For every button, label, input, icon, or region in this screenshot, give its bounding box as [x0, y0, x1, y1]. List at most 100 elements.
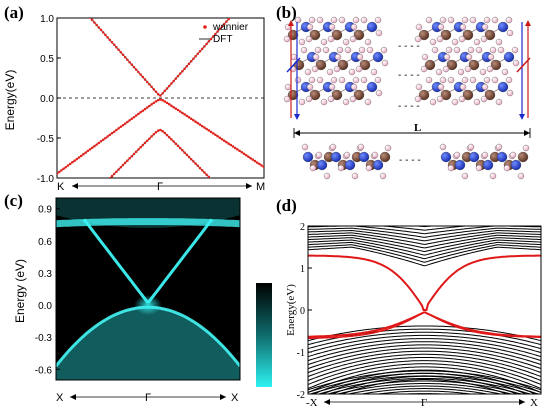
wannier-point	[117, 48, 120, 52]
wannier-point	[194, 55, 197, 58]
wannier-point	[200, 169, 204, 172]
hydrogen-atom	[453, 46, 461, 54]
bulk-conduction-band	[308, 219, 541, 223]
hydrogen-atom	[483, 16, 491, 24]
wannier-point	[132, 152, 136, 156]
bulk-valence-band	[308, 347, 541, 370]
bulk-valence-band	[346, 385, 503, 394]
wannier-point	[161, 99, 164, 102]
panel-d-ytick-label: 1	[300, 264, 305, 275]
edge-state-upper	[308, 254, 541, 311]
hydrogen-atom	[429, 98, 437, 106]
panel-a-ytick-label: 1.0	[40, 14, 54, 25]
wannier-point	[115, 128, 118, 132]
hydrogen-atom	[501, 68, 509, 76]
wannier-point	[141, 75, 145, 79]
wannier-point	[64, 165, 68, 169]
hydrogen-atom	[320, 98, 328, 106]
wannier-point	[172, 140, 175, 143]
wannier-point	[121, 163, 125, 167]
wannier-point	[174, 142, 178, 145]
bulk-conduction-band	[308, 237, 541, 253]
hydrogen-atom	[316, 16, 324, 24]
wannier-point	[152, 88, 156, 91]
wannier-point	[90, 18, 94, 22]
panel-b-atomic-structure: L - - - - - - - - - - - - - - - -	[283, 16, 531, 180]
brown-atom	[517, 151, 529, 163]
bulk-conduction-band	[308, 216, 541, 219]
hydrogen-atom	[334, 53, 342, 61]
hydrogen-atom	[352, 16, 360, 24]
hydrogen-atom	[328, 23, 336, 31]
hydrogen-atom	[374, 76, 382, 84]
bulk-valence-band	[308, 372, 541, 393]
dft-valence-band-upper	[57, 98, 264, 175]
hydrogen-atom	[473, 38, 481, 46]
hydrogen-atom	[461, 16, 469, 24]
wannier-point	[183, 67, 186, 70]
blue-atom	[316, 159, 328, 171]
panel-c-ytick-label: 0.3	[38, 269, 52, 280]
wannier-point	[101, 31, 105, 34]
wannier-point	[115, 46, 118, 49]
bulk-valence-band	[374, 390, 475, 394]
brown-atom	[418, 29, 430, 41]
hydrogen-atom	[283, 95, 291, 103]
wannier-point	[167, 135, 171, 139]
hydrogen-atom	[327, 35, 335, 43]
wannier-point	[207, 40, 211, 43]
hydrogen-atom	[461, 76, 469, 84]
wannier-point	[181, 149, 184, 152]
wannier-point	[143, 78, 147, 81]
hydrogen-atom	[342, 38, 350, 46]
wannier-point	[178, 72, 182, 75]
wannier-point	[196, 52, 200, 56]
wannier-point	[216, 30, 219, 33]
blue-atom	[372, 51, 384, 63]
wannier-point	[112, 43, 116, 47]
wannier-point	[156, 129, 160, 132]
wannier-point	[123, 161, 127, 165]
wannier-point	[163, 89, 167, 93]
brown-atom	[315, 59, 327, 71]
wannier-point	[198, 50, 202, 53]
bulk-valence-band	[335, 383, 514, 394]
hydrogen-atom	[451, 38, 459, 46]
hydrogen-atom	[415, 23, 423, 31]
wannier-point	[86, 149, 90, 153]
panel-c-ytick-label: -0.3	[35, 333, 53, 344]
wannier-point	[90, 146, 94, 150]
wannier-point	[211, 132, 215, 135]
blue-atom	[358, 151, 370, 163]
hydrogen-atom	[329, 143, 337, 151]
hydrogen-atom	[437, 83, 445, 91]
wannier-point	[198, 123, 202, 126]
bulk-conduction-band	[308, 232, 541, 245]
wannier-point	[209, 130, 213, 134]
hydrogen-atom	[358, 46, 366, 54]
hydrogen-atom	[338, 76, 346, 84]
wannier-point	[200, 124, 204, 128]
hydrogen-atom	[320, 38, 328, 46]
brown-atom	[359, 59, 371, 71]
hydrogen-atom	[380, 46, 388, 54]
wannier-point	[203, 126, 206, 129]
hydrogen-atom	[370, 68, 378, 76]
hydrogen-atom	[497, 46, 505, 54]
hydrogen-atom	[458, 35, 466, 43]
blue-atom	[510, 159, 522, 171]
wannier-point	[145, 80, 149, 84]
hydrogen-atom	[475, 46, 483, 54]
hydrogen-atom	[352, 76, 360, 84]
panel-c-ytick-label: 0.0	[38, 301, 52, 312]
wannier-point	[187, 155, 191, 159]
hydrogen-atom	[356, 53, 364, 61]
wannier-point	[93, 144, 96, 148]
wannier-point	[244, 154, 248, 157]
wannier-point	[104, 136, 107, 140]
blue-atom	[366, 81, 378, 93]
wannier-point	[141, 109, 145, 112]
hydrogen-atom	[342, 98, 350, 106]
hydrogen-atom	[459, 23, 467, 31]
hydrogen-atom	[328, 83, 336, 91]
